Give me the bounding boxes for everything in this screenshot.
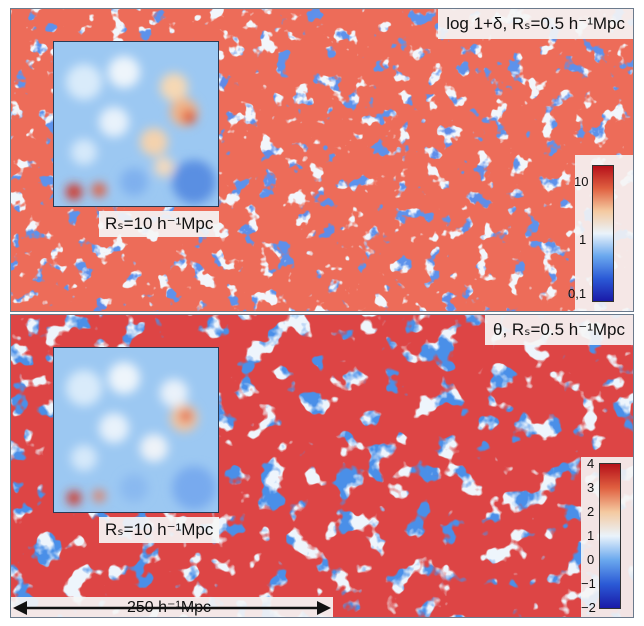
smoothed-density-image	[54, 42, 218, 206]
colorbar-tick-label: 2	[587, 504, 595, 519]
scale-bar: 250 h⁻¹Mpc	[11, 597, 333, 617]
colorbar-tick-label: 0	[587, 552, 595, 567]
colorbar-tick-label: 3	[587, 480, 595, 495]
inset-smoothing-label: Rₛ=10 h⁻¹Mpc	[99, 517, 220, 543]
colorbar-tick-label: −1	[581, 576, 596, 591]
smoothed-divergence-inset	[53, 347, 219, 513]
panel-title: log 1+δ, Rₛ=0.5 h⁻¹Mpc	[438, 9, 633, 39]
scale-bar-label: 250 h⁻¹Mpc	[127, 599, 212, 616]
scale-bar-arrow	[13, 601, 331, 615]
panel-title: θ, Rₛ=0.5 h⁻¹Mpc	[484, 315, 633, 345]
divergence-panel: Rₛ=10 h⁻¹Mpc θ, Rₛ=0.5 h⁻¹Mpc 4 3 2 1 0 …	[10, 314, 634, 618]
divergence-colorbar-panel: 4 3 2 1 0 −1 −2	[581, 456, 633, 617]
colorbar-tick-label: 1	[587, 528, 595, 543]
smoothed-divergence-image	[54, 348, 218, 512]
inset-smoothing-label: Rₛ=10 h⁻¹Mpc	[99, 211, 220, 237]
density-colorbar-panel: 10 1 0,1	[568, 155, 633, 311]
colorbar-tick-label: 1	[579, 232, 587, 247]
divergence-colorbar	[599, 463, 621, 609]
smoothed-density-inset	[53, 41, 219, 207]
density-colorbar	[592, 165, 614, 302]
density-panel: Rₛ=10 h⁻¹Mpc log 1+δ, Rₛ=0.5 h⁻¹Mpc 10 1…	[10, 8, 634, 312]
colorbar-tick-label: −2	[581, 600, 596, 615]
colorbar-tick-label: 4	[587, 456, 595, 471]
colorbar-tick-label: 0,1	[568, 286, 587, 301]
colorbar-tick-label: 10	[574, 174, 589, 189]
